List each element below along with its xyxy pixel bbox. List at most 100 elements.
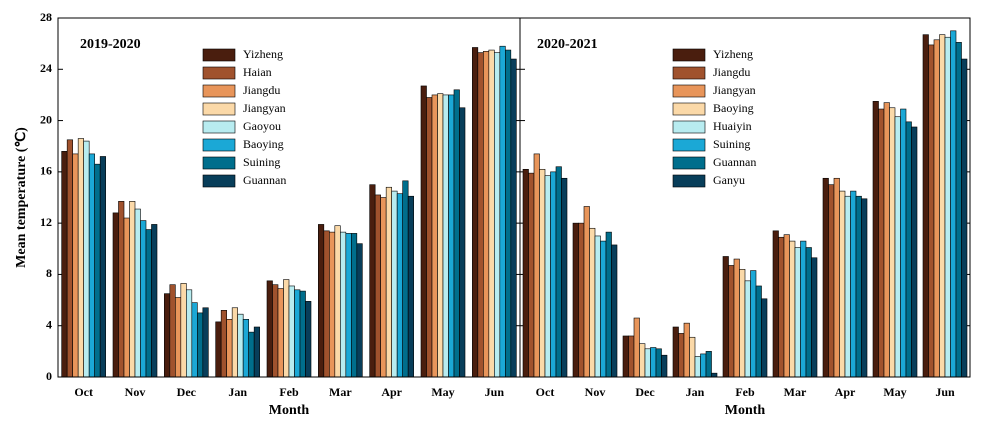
y-tick-label: 16 [40,164,52,178]
bar [800,240,807,378]
bar [112,212,119,378]
bar [744,280,751,378]
bar [334,225,341,378]
bar [839,190,846,378]
bar [442,94,449,378]
bar [900,108,907,378]
bar [299,290,306,378]
bar [426,97,433,378]
bar [180,283,187,378]
bar [683,322,690,378]
bar [294,289,301,378]
bar [661,354,668,378]
bar [861,198,868,378]
bar [351,233,358,378]
legend-swatch [202,174,236,188]
y-tick-label: 4 [46,317,52,331]
bar [589,227,596,378]
bar [164,293,171,378]
bar [169,284,176,378]
legend-swatch [672,84,706,98]
bar [437,93,444,378]
panel-title: 2020-2021 [537,37,598,52]
legend-label: Jiangyan [713,83,756,97]
bar [872,101,879,378]
bar [594,235,601,378]
bar [828,184,835,378]
bar [822,177,829,378]
bar [288,285,295,378]
y-axis-label: Mean temperature (℃) [14,127,29,268]
legend-label: Jiangdu [713,65,750,79]
bar [911,126,918,378]
bar [789,240,796,378]
legend-swatch [672,102,706,116]
bar [277,288,284,378]
x-tick-label: Nov [585,385,606,399]
bar [622,335,629,378]
x-tick-label: Dec [177,385,197,399]
bar [922,34,929,378]
bar [499,45,506,378]
x-tick-label: Feb [279,385,299,399]
panel-title: 2019-2020 [80,37,141,52]
y-tick-label: 12 [40,215,52,229]
bar [407,195,414,378]
bar [883,102,890,378]
bar [237,313,244,378]
y-tick-label: 0 [46,369,52,383]
bar [186,289,193,378]
x-tick-label: Feb [735,385,755,399]
bar [944,36,951,378]
x-tick-label: Jan [686,385,705,399]
bar [905,121,912,378]
bar [242,319,249,378]
x-tick-label: Apr [381,385,402,399]
bar [123,217,130,378]
legend-label: Baoying [713,101,754,115]
bar [794,247,801,378]
bar [129,201,136,378]
bar [539,168,546,378]
bar [283,279,290,378]
bar [655,348,662,378]
bar [477,52,484,378]
legend-swatch [202,84,236,98]
bar [385,186,392,378]
legend-label: Haian [243,65,272,79]
bar [544,175,551,378]
bar [402,180,409,378]
bar [66,139,73,378]
bar [453,89,460,378]
bar [700,353,707,378]
bar [522,168,529,378]
bar [88,153,95,378]
bar [894,116,901,378]
bar [633,317,640,378]
legend-label: Yizheng [243,47,283,61]
bar [77,138,84,378]
bar [134,208,141,378]
bar [955,42,962,378]
bar [583,206,590,378]
bar [728,265,735,378]
bar [345,233,352,378]
bar [197,312,204,378]
bar [650,347,657,378]
y-tick-label: 28 [40,10,52,24]
bar [850,190,857,378]
bar [220,310,227,378]
bar [248,331,255,378]
bar [231,307,238,378]
bar [561,177,568,378]
x-tick-label: Nov [125,385,146,399]
legend-label: Jiangdu [243,83,280,97]
bar [266,280,273,378]
x-tick-label: May [883,385,906,399]
bar [488,49,495,378]
bar [391,190,398,378]
bar [420,85,427,378]
legend-swatch [202,102,236,116]
bar [61,151,68,378]
